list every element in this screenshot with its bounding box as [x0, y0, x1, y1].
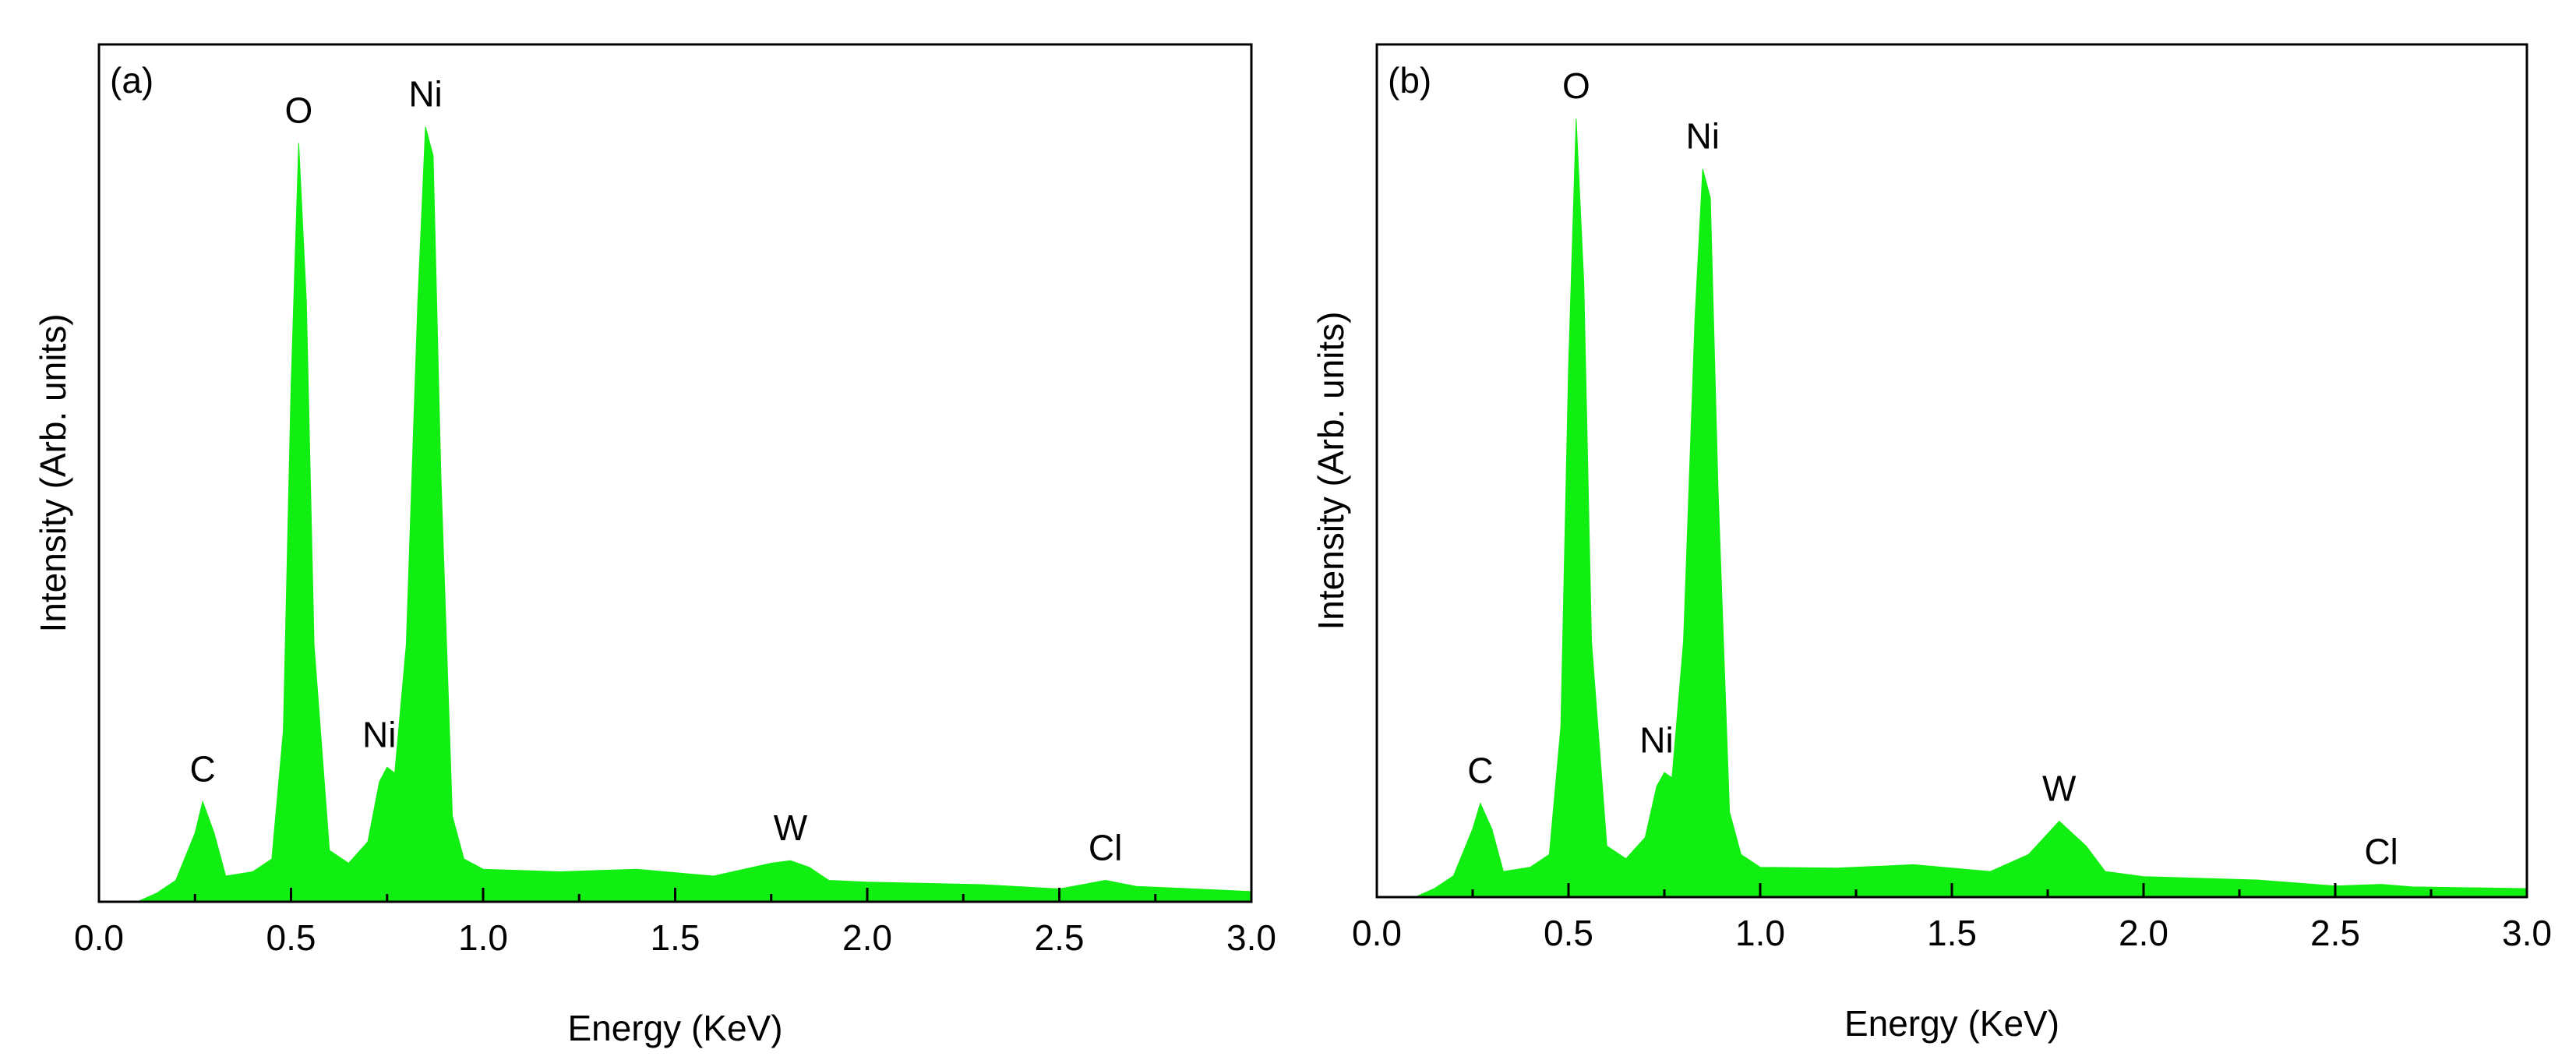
- x-axis-label: Energy (KeV): [1844, 1003, 2059, 1044]
- y-axis-label: Intensity (Arb. units): [1311, 311, 1351, 630]
- x-tick-label: 0.5: [1544, 913, 1593, 953]
- x-axis-label: Energy (KeV): [567, 1008, 782, 1048]
- x-tick-label: 1.5: [1927, 913, 1977, 953]
- peak-label: Cl: [1089, 828, 1122, 868]
- peak-label: Cl: [2364, 832, 2398, 872]
- x-tick-label: 0.5: [266, 917, 316, 958]
- x-tick-label: 3.0: [2502, 913, 2552, 953]
- x-tick-label: 2.5: [1035, 917, 1085, 958]
- x-tick-label: 2.0: [2119, 913, 2168, 953]
- peak-label: W: [774, 807, 808, 848]
- peak-label: C: [1467, 751, 1493, 791]
- x-tick-label: 1.0: [1735, 913, 1785, 953]
- x-tick-label: 2.5: [2310, 913, 2360, 953]
- peak-label: Ni: [1639, 719, 1673, 760]
- panel-label: (a): [110, 60, 154, 101]
- y-axis-label: Intensity (Arb. units): [33, 313, 73, 632]
- x-tick-label: 2.0: [842, 917, 892, 958]
- peak-label: W: [2042, 768, 2077, 809]
- plot-frame: [1375, 43, 2528, 899]
- x-tick-label: 1.5: [651, 917, 700, 958]
- peak-label: O: [284, 90, 312, 131]
- peak-label: Ni: [408, 74, 442, 115]
- x-tick-label: 1.0: [458, 917, 508, 958]
- spectrum-area: [137, 126, 1252, 903]
- spectrum-area: [1414, 118, 2528, 898]
- peak-label: Ni: [362, 714, 396, 754]
- peak-label: O: [1562, 65, 1590, 106]
- x-tick-label: 0.0: [1352, 913, 1402, 953]
- peak-label: Ni: [1685, 116, 1719, 157]
- x-tick-label: 3.0: [1226, 917, 1276, 958]
- peak-label: C: [189, 748, 215, 789]
- x-tick-label: 0.0: [74, 917, 124, 958]
- plot-frame: [97, 43, 1253, 903]
- panel-label: (b): [1388, 60, 1431, 101]
